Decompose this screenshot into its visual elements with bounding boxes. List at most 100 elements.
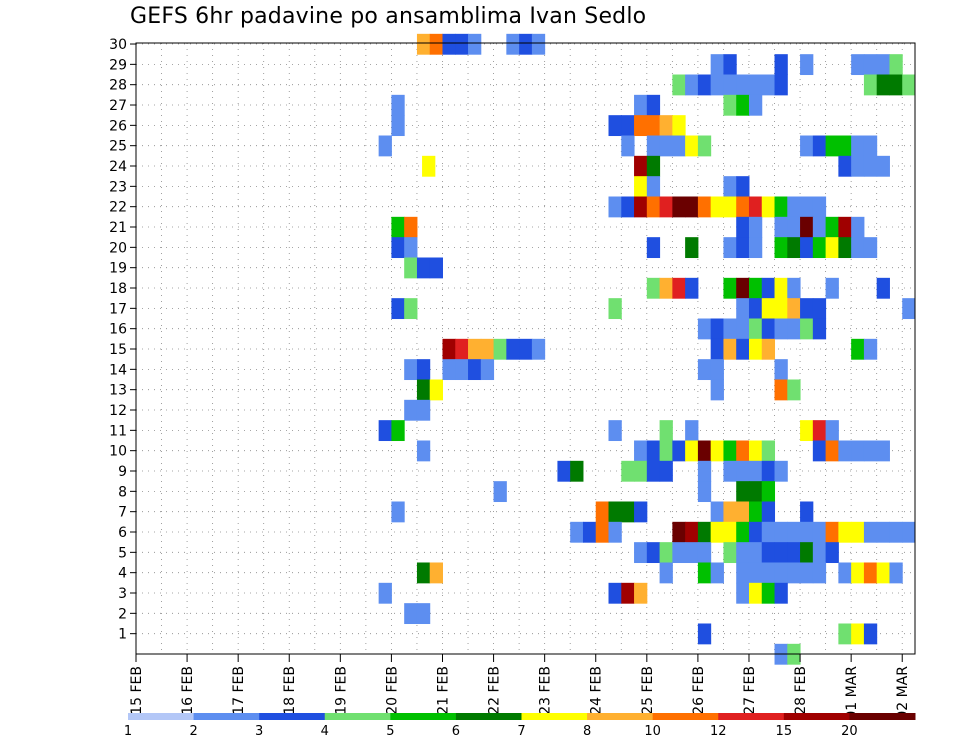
heatmap-cell [774,460,788,482]
y-tick-label: 9 [118,464,127,480]
y-tick-label: 28 [109,78,127,94]
x-tick-label: 17 FEB [231,666,247,715]
heatmap-cell [697,460,712,482]
heatmap-cell [838,623,852,645]
heatmap-cell [876,440,890,462]
heatmap-cell [761,298,776,320]
heatmap-cell [761,318,776,340]
heatmap-cell [506,338,520,360]
heatmap-cell [531,33,546,55]
heatmap-cell [812,237,827,259]
heatmap-cell [634,196,648,218]
heatmap-cell [455,338,469,360]
x-tick-label: 22 FEB [487,666,503,715]
heatmap-cell [812,135,827,157]
heatmap-cell [787,237,801,259]
heatmap-cell [723,460,737,482]
colorbar-swatch [455,713,522,720]
heatmap-cell [825,521,839,543]
heatmap-cell [659,460,673,482]
y-tick-label: 23 [109,179,127,195]
colorbar-label: 10 [644,724,661,739]
heatmap-cell [876,521,890,543]
heatmap-cell [404,237,418,259]
heatmap-cell [851,237,865,259]
heatmap-cell [902,74,916,96]
heatmap-cell [736,501,750,523]
heatmap-cell [404,603,418,625]
heatmap-cell [697,135,712,157]
y-tick-label: 14 [109,362,127,378]
heatmap-cell [748,298,763,320]
heatmap-cell [391,115,405,137]
heatmap-cell [608,501,622,523]
x-axis: 15 FEB 16 FEB 17 FEB 18 FEB 19 FEB 20 FEB 21 F… [129,654,911,720]
heatmap-cell [838,440,852,462]
y-tick-label: 11 [109,423,127,439]
heatmap-cell [876,277,890,299]
heatmap-cell [838,562,852,584]
heatmap-cell [774,216,788,238]
heatmap-cell [723,277,737,299]
heatmap-cell [672,74,686,96]
heatmap-cell [621,582,635,604]
heatmap-cell [774,237,788,259]
heatmap-cell [863,237,878,259]
heatmap-cell [736,277,750,299]
heatmap-cell [761,277,776,299]
heatmap-cell [876,54,890,76]
heatmap-cell [863,135,878,157]
heatmap-cell [468,338,482,360]
heatmap-cell [391,216,405,238]
heatmap-cell [851,338,865,360]
x-tick-label: 16 FEB [180,666,196,715]
heatmap-cell [608,420,622,442]
heatmap-cell [812,318,827,340]
heatmap-cell [787,216,801,238]
heatmap-cell [761,582,776,604]
heatmap-cell [851,623,865,645]
heatmap-cell [634,94,648,116]
x-tick-label: 25 FEB [640,666,656,715]
heatmap-cell [723,54,737,76]
heatmap-cell [787,542,801,564]
heatmap-cell [723,521,737,543]
heatmap-cell [416,359,431,381]
heatmap-cell [736,318,750,340]
colorbar-label: 20 [841,724,858,739]
heatmap-cell [723,237,737,259]
heatmap-cell [710,379,724,401]
heatmap-cell [582,521,597,543]
heatmap-cell [825,135,839,157]
heatmap-cells [378,33,916,665]
y-tick-label: 26 [109,118,127,134]
heatmap-cell [800,298,814,320]
heatmap-cell [863,562,878,584]
heatmap-cell [391,501,405,523]
heatmap-cell [838,237,852,259]
heatmap-cell [761,338,776,360]
heatmap-cell [851,216,865,238]
heatmap-cell [685,277,699,299]
heatmap-cell [710,440,724,462]
heatmap-cell [876,155,890,177]
heatmap-cell [646,460,661,482]
y-tick-label: 13 [109,383,127,399]
heatmap-cell [851,155,865,177]
heatmap-cell [800,196,814,218]
heatmap-cell [378,135,392,157]
x-tick-label: 19 FEB [333,666,349,715]
heatmap-cell [608,582,622,604]
heatmap-cell [429,562,443,584]
heatmap-cell [659,135,673,157]
heatmap-cell [608,115,622,137]
colorbar-swatch [849,713,916,720]
heatmap-cell [646,277,661,299]
heatmap-cell [800,521,814,543]
heatmap-cell [570,521,584,543]
heatmap-cell [697,562,712,584]
y-tick-label: 29 [109,57,127,73]
heatmap-cell [748,216,763,238]
heatmap-cell [416,562,431,584]
